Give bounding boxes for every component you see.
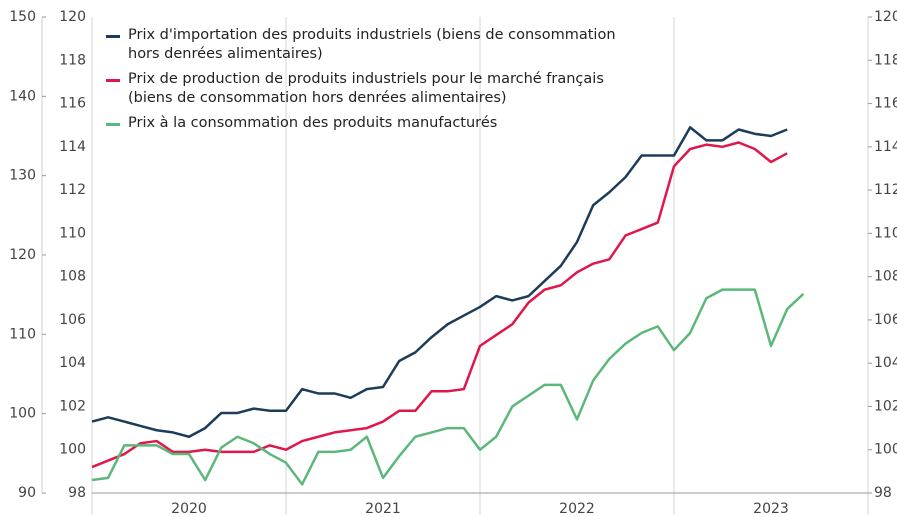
- x-tick-label: 2021: [365, 501, 401, 517]
- legend: Prix d'importation des produits industri…: [104, 26, 624, 139]
- legend-entry: Prix d'importation des produits industri…: [104, 26, 624, 64]
- y-tick-label: 120: [59, 9, 86, 25]
- series-line: [91, 126, 788, 438]
- series-line: [91, 141, 788, 469]
- y-tick-label-right: 108: [874, 269, 897, 285]
- y-tick-label: 102: [59, 398, 86, 414]
- y-tick-label: 100: [59, 442, 86, 458]
- y-tick-label: 106: [59, 312, 86, 328]
- legend-entry: Prix à la consommation des produits manu…: [104, 114, 624, 133]
- y-tick-label: 104: [59, 355, 86, 371]
- y-tick-label: 112: [59, 182, 86, 198]
- legend-swatch: [106, 35, 120, 38]
- legend-swatch: [106, 123, 120, 126]
- x-tick-label: 2020: [171, 501, 207, 517]
- y2-tick-label: 130: [9, 168, 36, 184]
- y-tick-label-right: 102: [874, 398, 897, 414]
- y-tick-label-right: 118: [874, 52, 897, 68]
- y-tick-label: 114: [59, 139, 86, 155]
- y2-tick-label: 120: [9, 247, 36, 263]
- y-tick-label: 108: [59, 269, 86, 285]
- legend-swatch: [106, 79, 120, 82]
- y-tick-label-right: 98: [874, 485, 892, 501]
- y-tick-label: 110: [59, 225, 86, 241]
- series-line: [91, 288, 805, 486]
- y2-tick-label: 100: [9, 406, 36, 422]
- y-tick-label-right: 114: [874, 139, 897, 155]
- y-tick-label-right: 100: [874, 442, 897, 458]
- y2-tick-label: 110: [9, 326, 36, 342]
- y-tick-label-right: 112: [874, 182, 897, 198]
- y-tick-label: 98: [68, 485, 86, 501]
- y2-tick-label: 140: [9, 88, 36, 104]
- y2-tick-label: 90: [18, 485, 36, 501]
- legend-entry: Prix de production de produits industrie…: [104, 70, 624, 108]
- legend-label: Prix à la consommation des produits manu…: [128, 115, 498, 131]
- y2-tick-label: 150: [9, 9, 36, 25]
- y-tick-label: 116: [59, 96, 86, 112]
- y-tick-label-right: 116: [874, 96, 897, 112]
- y-tick-label-right: 110: [874, 225, 897, 241]
- legend-label: Prix de production de produits industrie…: [128, 71, 604, 106]
- x-tick-label: 2022: [559, 501, 595, 517]
- y-tick-label-right: 120: [874, 9, 897, 25]
- y-tick-label: 118: [59, 52, 86, 68]
- x-tick-label: 2023: [753, 501, 789, 517]
- y-tick-label-right: 106: [874, 312, 897, 328]
- legend-label: Prix d'importation des produits industri…: [128, 27, 616, 62]
- y-tick-label-right: 104: [874, 355, 897, 371]
